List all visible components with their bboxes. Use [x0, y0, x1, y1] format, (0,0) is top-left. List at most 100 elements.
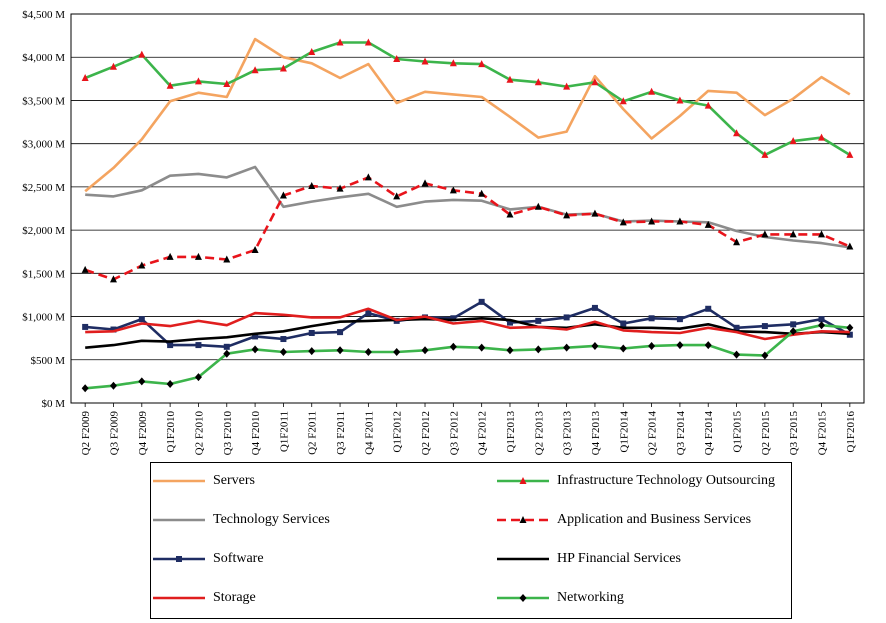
- data-point: [109, 381, 117, 390]
- data-point: [393, 54, 401, 62]
- data-point: [619, 97, 627, 105]
- data-point: [619, 218, 627, 226]
- data-point: [109, 62, 117, 70]
- legend-item: HP Financial Services: [495, 549, 681, 569]
- data-point: [252, 333, 259, 340]
- x-tick-label: Q4 F2014: [703, 411, 715, 456]
- legend-item: Storage: [151, 588, 256, 608]
- series-line: [84, 41, 851, 157]
- y-axis-tick-labels: $0 M $500 M $1,000 M $1,500 M $2,000 M $2,500…: [22, 9, 65, 410]
- data-point: [818, 230, 826, 238]
- x-tick-label: Q1F2016: [845, 411, 857, 453]
- series-line: [85, 307, 850, 341]
- data-point: [251, 66, 259, 74]
- data-point: [519, 594, 527, 602]
- series-line: [84, 37, 851, 193]
- x-tick-label: Q3 F2013: [562, 411, 574, 456]
- data-point: [337, 329, 344, 336]
- data-point: [704, 101, 712, 109]
- x-tick-label: Q2 F2011: [307, 411, 319, 455]
- data-point: [591, 341, 599, 350]
- series-networking: [81, 321, 854, 393]
- data-point: [648, 315, 655, 322]
- data-point: [591, 78, 599, 86]
- y-tick-label: $0 M: [41, 398, 65, 410]
- data-point: [563, 343, 571, 352]
- data-point: [761, 323, 768, 330]
- data-point: [478, 60, 486, 68]
- legend-item: Application and Business Services: [495, 510, 751, 530]
- data-point: [478, 343, 486, 352]
- data-point: [519, 477, 527, 484]
- legend-swatch: [153, 556, 205, 562]
- data-point: [336, 184, 344, 192]
- data-point: [591, 304, 598, 311]
- data-point: [166, 252, 174, 260]
- data-point: [393, 192, 401, 200]
- data-point: [519, 516, 527, 523]
- legend-label: HP Financial Services: [557, 551, 681, 566]
- legend-swatch: [497, 594, 549, 602]
- data-point: [82, 323, 89, 330]
- data-point: [563, 82, 571, 90]
- x-tick-label: Q1F2012: [392, 411, 404, 453]
- x-tick-label: Q1F2011: [278, 411, 290, 452]
- data-point: [704, 341, 712, 350]
- series-software: [82, 298, 853, 350]
- data-point: [364, 173, 372, 181]
- x-tick-label: Q1F2014: [618, 411, 630, 453]
- data-point: [364, 347, 372, 356]
- data-point: [450, 315, 457, 322]
- series-line: [85, 323, 850, 390]
- data-point: [676, 341, 684, 350]
- data-point: [138, 377, 146, 386]
- x-tick-label: Q3 F2009: [108, 411, 120, 456]
- data-point: [279, 347, 287, 356]
- data-point: [336, 346, 344, 355]
- legend-label: Software: [213, 551, 264, 566]
- x-tick-label: Q2 F2014: [647, 411, 659, 456]
- data-point: [176, 556, 182, 562]
- data-point: [449, 342, 457, 351]
- data-point: [223, 343, 230, 350]
- data-point: [676, 217, 684, 225]
- legend-swatch: [497, 477, 549, 484]
- data-point: [790, 321, 797, 328]
- legend-item: Networking: [495, 588, 624, 608]
- data-point: [506, 75, 514, 83]
- data-point: [109, 275, 117, 283]
- plot-area-border: [70, 13, 865, 404]
- x-tick-label: Q4 F2013: [590, 411, 602, 456]
- data-point: [195, 342, 202, 349]
- x-tick-label: Q3 F2014: [675, 411, 687, 456]
- x-tick-label: Q4 F2015: [817, 411, 829, 456]
- x-tick-label: Q2 F2013: [533, 411, 545, 456]
- y-tick-label: $4,500 M: [22, 9, 65, 21]
- x-tick-label: Q1F2010: [165, 411, 177, 453]
- data-point: [563, 211, 571, 219]
- data-point: [648, 217, 656, 225]
- series-hp-financial-services: [85, 316, 850, 349]
- data-point: [280, 336, 287, 343]
- x-axis-tick-labels: Q2 F2009 Q3 F2009 Q4 F2009 Q1F2010 Q2 F2010 Q…: [80, 403, 857, 455]
- data-point: [506, 210, 514, 218]
- data-point: [421, 57, 429, 65]
- series-line: [85, 316, 850, 349]
- legend: Servers Infrastructure Technology Outsour…: [150, 462, 792, 619]
- data-point: [166, 81, 174, 89]
- x-tick-label: Q1F2015: [732, 411, 744, 453]
- series-line: [85, 300, 851, 349]
- x-tick-label: Q2 F2015: [760, 411, 772, 456]
- y-tick-label: $1,500 M: [22, 268, 65, 280]
- data-point: [818, 133, 826, 141]
- data-point: [733, 324, 740, 331]
- data-point: [421, 346, 429, 355]
- x-tick-label: Q2 F2009: [80, 411, 92, 456]
- data-point: [223, 255, 231, 263]
- series-line: [85, 165, 850, 249]
- data-point: [591, 209, 599, 217]
- data-point: [733, 129, 741, 137]
- data-point: [138, 261, 146, 269]
- data-point: [194, 373, 202, 382]
- data-point: [846, 242, 854, 250]
